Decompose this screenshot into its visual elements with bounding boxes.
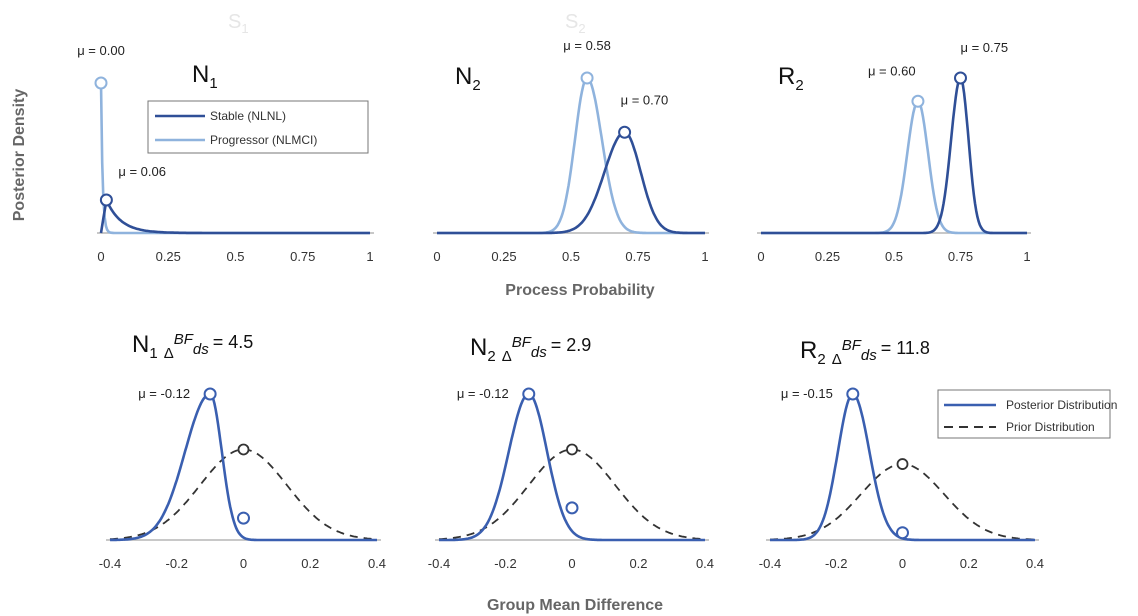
- legend-prior-label: Prior Distribution: [1006, 420, 1095, 434]
- posterior-curve-0: [109, 392, 378, 542]
- tick-label-4-4: 0.4: [696, 556, 714, 571]
- prior-mode-marker-2: [896, 458, 909, 470]
- tick-label-1-0: 0: [433, 249, 440, 264]
- tick-label-2-4: 1: [1023, 249, 1030, 264]
- tick-label-4-1: -0.2: [494, 556, 516, 571]
- tick-label-0-3: 0.75: [290, 249, 315, 264]
- tick-label-5-4: 0.4: [1026, 556, 1044, 571]
- tick-label-5-3: 0.2: [960, 556, 978, 571]
- tick-label-2-0: 0: [757, 249, 764, 264]
- tick-label-3-2: 0: [240, 556, 247, 571]
- ghost-label-s1: S1: [228, 11, 249, 36]
- legend-top-box: [147, 100, 369, 154]
- chart-marks: 0 0.25 0.5 0.75 1 μ = 0.06 μ = 0.00 0 0.25 0.5 0.7…: [77, 38, 1044, 571]
- prior-mode-marker-0: [237, 443, 250, 456]
- tick-label-2-3: 0.75: [948, 249, 973, 264]
- progressor-mode-marker-0: [94, 76, 108, 90]
- tick-label-4-0: -0.4: [428, 556, 450, 571]
- legend-bottom-box: [937, 389, 1111, 439]
- tick-label-1-2: 0.5: [562, 249, 580, 264]
- posterior-mode-marker-0: [203, 387, 217, 401]
- tick-label-3-1: -0.2: [166, 556, 188, 571]
- stable-mode-marker-0: [99, 193, 113, 207]
- legend-bottom: Posterior Distribution Prior Distributio…: [937, 389, 1117, 439]
- progressor-curve-2: [760, 100, 1028, 235]
- mu-label-progressor-0: μ = 0.00: [77, 43, 125, 58]
- progressor-mode-marker-2: [911, 94, 925, 108]
- tick-label-0-4: 1: [366, 249, 373, 264]
- tick-label-5-1: -0.2: [825, 556, 847, 571]
- tick-label-3-0: -0.4: [99, 556, 121, 571]
- tick-label-5-0: -0.4: [759, 556, 781, 571]
- y-axis-label: Posterior Density: [11, 89, 28, 222]
- panel-title-bottom-r2: R2 ΔBFds = 11.8: [800, 337, 930, 368]
- posterior-mode-marker-2: [846, 387, 860, 401]
- prior-curve-1: [438, 448, 706, 541]
- panel-title-bottom-n1: N1 ΔBFds = 4.5: [132, 331, 253, 362]
- tick-label-4-2: 0: [568, 556, 575, 571]
- posterior-curve-1: [438, 392, 706, 542]
- mu-label-progressor-1: μ = 0.58: [563, 38, 611, 53]
- panel-title-top-r2: R2: [778, 63, 804, 94]
- stable-curve-1: [436, 131, 706, 235]
- x-axis-label-top: Process Probability: [505, 282, 654, 299]
- tick-label-2-2: 0.5: [885, 249, 903, 264]
- x-axis-label-bottom: Group Mean Difference: [487, 597, 663, 614]
- tick-label-3-3: 0.2: [301, 556, 319, 571]
- panel-title-top-n1: N1: [192, 61, 218, 92]
- tick-label-0-1: 0.25: [156, 249, 181, 264]
- stable-mode-marker-2: [954, 71, 967, 85]
- mu-label-posterior-2: μ = -0.15: [781, 386, 833, 401]
- mu-label-stable-2: μ = 0.75: [961, 40, 1009, 55]
- stable-curve-0: [99, 200, 371, 235]
- tick-label-4-3: 0.2: [629, 556, 647, 571]
- ghost-label-s2: S2: [565, 11, 586, 36]
- legend-posterior-label: Posterior Distribution: [1006, 398, 1117, 412]
- mu-label-stable-0: μ = 0.06: [118, 164, 166, 179]
- posterior-at-zero-marker-1: [565, 501, 579, 515]
- tick-label-0-2: 0.5: [226, 249, 244, 264]
- posterior-at-zero-marker-0: [237, 511, 250, 525]
- prior-mode-marker-1: [566, 443, 578, 456]
- legend-stable-label: Stable (NLNL): [210, 109, 286, 123]
- tick-label-2-1: 0.25: [815, 249, 840, 264]
- stable-curve-2: [760, 76, 1028, 235]
- panel-title-bottom-n2: N2 ΔBFds = 2.9: [470, 334, 591, 365]
- tick-label-0-0: 0: [97, 249, 104, 264]
- progressor-mode-marker-1: [580, 71, 594, 85]
- tick-label-5-2: 0: [899, 556, 906, 571]
- tick-label-1-4: 1: [701, 249, 708, 264]
- tick-label-1-1: 0.25: [491, 249, 516, 264]
- mu-label-stable-1: μ = 0.70: [621, 92, 669, 107]
- panel-title-top-n2: N2: [455, 63, 481, 94]
- prior-curve-0: [109, 448, 378, 541]
- mu-label-posterior-1: μ = -0.12: [457, 386, 509, 401]
- tick-label-3-4: 0.4: [368, 556, 386, 571]
- posterior-at-zero-marker-2: [896, 526, 909, 540]
- legend-top: Stable (NLNL) Progressor (NLMCI): [147, 100, 369, 154]
- posterior-mode-marker-1: [522, 387, 536, 401]
- stable-mode-marker-1: [618, 125, 632, 139]
- legend-progressor-label: Progressor (NLMCI): [210, 133, 317, 147]
- tick-label-1-3: 0.75: [625, 249, 650, 264]
- mu-label-progressor-2: μ = 0.60: [868, 63, 916, 78]
- mu-label-posterior-0: μ = -0.12: [138, 386, 190, 401]
